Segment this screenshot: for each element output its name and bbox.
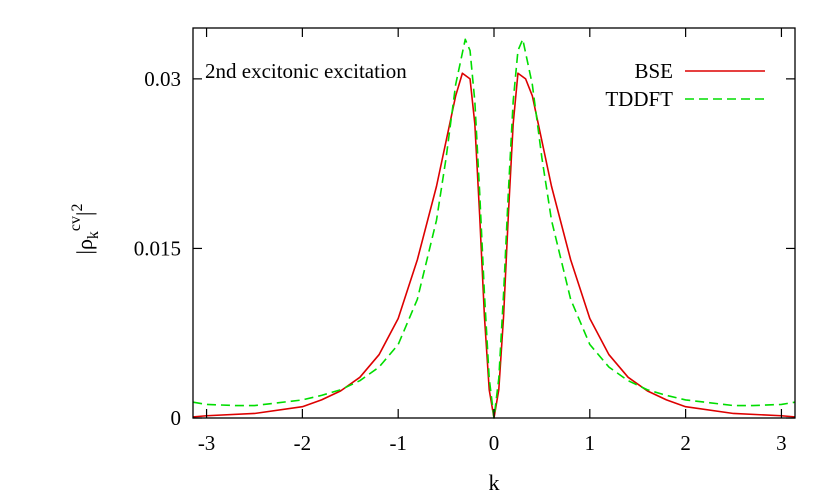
x-tick-label: -1 [389,431,407,455]
x-tick-label: 1 [585,431,596,455]
y-tick-label: 0.015 [134,236,181,260]
legend-label-tddft: TDDFT [605,87,673,111]
ticks-layer: -3 -2 -1 0 1 2 3 0 0.015 0.03 [134,28,795,455]
x-tick-label: -3 [198,431,216,455]
y-axis-label: |ρkcv|2 [67,204,102,255]
series-line-tddft [193,38,795,419]
y-tick-label: 0 [171,406,182,430]
series-line-bse [193,72,795,419]
x-tick-label: 3 [776,431,787,455]
y-axis-label-tail: | [72,212,97,216]
y-tick-label: 0.03 [144,67,181,91]
chart-annotation: 2nd excitonic excitation [205,59,407,83]
y-axis-label-base: |ρ [72,239,97,254]
x-tick-label: 2 [680,431,691,455]
x-tick-label: -2 [294,431,312,455]
y-axis-label-sup: cv [67,216,84,231]
y-axis-label-sub: k [85,231,102,239]
labels-layer: 2nd excitonic excitation k |ρkcv|2 [67,59,500,495]
y-axis-label-power: 2 [69,204,86,212]
plot-frame [192,27,796,419]
series-layer [193,38,795,419]
legend-label-bse: BSE [634,59,673,83]
x-tick-label: 0 [489,431,500,455]
x-axis-label: k [489,470,500,495]
legend: BSE TDDFT [605,59,765,111]
